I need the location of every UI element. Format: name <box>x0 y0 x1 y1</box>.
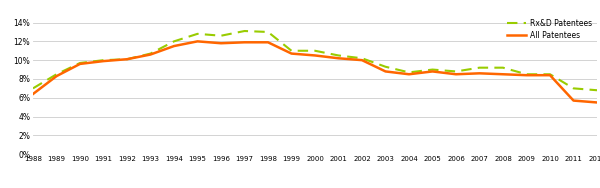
Line: Rx&D Patentees: Rx&D Patentees <box>33 31 597 90</box>
All Patentees <box>217 42 224 44</box>
Rx&D Patentees <box>382 66 389 68</box>
Rx&D Patentees <box>100 59 107 61</box>
All Patentees <box>593 101 600 104</box>
Rx&D Patentees <box>76 62 83 64</box>
Rx&D Patentees <box>311 50 319 52</box>
All Patentees <box>76 63 83 65</box>
All Patentees <box>406 73 413 75</box>
All Patentees <box>335 57 342 59</box>
Rx&D Patentees <box>194 33 201 35</box>
All Patentees <box>147 53 154 56</box>
Rx&D Patentees <box>452 70 460 73</box>
All Patentees <box>194 40 201 42</box>
Rx&D Patentees <box>124 58 131 60</box>
Rx&D Patentees <box>170 40 178 42</box>
All Patentees <box>452 73 460 75</box>
All Patentees <box>570 99 577 102</box>
Rx&D Patentees <box>593 89 600 91</box>
Rx&D Patentees <box>406 71 413 74</box>
Rx&D Patentees <box>265 31 272 33</box>
All Patentees <box>170 45 178 47</box>
All Patentees <box>265 41 272 43</box>
Rx&D Patentees <box>523 73 530 75</box>
Rx&D Patentees <box>288 50 295 52</box>
Legend: Rx&D Patentees, All Patentees: Rx&D Patentees, All Patentees <box>505 17 593 41</box>
All Patentees <box>382 70 389 73</box>
All Patentees <box>429 70 436 73</box>
All Patentees <box>124 58 131 60</box>
All Patentees <box>288 52 295 55</box>
Line: All Patentees: All Patentees <box>33 41 597 102</box>
Rx&D Patentees <box>335 54 342 57</box>
All Patentees <box>311 54 319 57</box>
Rx&D Patentees <box>358 57 365 59</box>
All Patentees <box>499 73 506 75</box>
All Patentees <box>358 59 365 61</box>
All Patentees <box>547 74 554 76</box>
Rx&D Patentees <box>570 87 577 89</box>
Rx&D Patentees <box>429 68 436 71</box>
Rx&D Patentees <box>29 87 37 89</box>
All Patentees <box>29 93 37 95</box>
Rx&D Patentees <box>547 73 554 75</box>
All Patentees <box>476 72 483 74</box>
All Patentees <box>523 74 530 76</box>
Rx&D Patentees <box>476 67 483 69</box>
All Patentees <box>53 75 60 77</box>
Rx&D Patentees <box>217 35 224 37</box>
All Patentees <box>241 41 248 43</box>
All Patentees <box>100 60 107 62</box>
Rx&D Patentees <box>499 67 506 69</box>
Rx&D Patentees <box>53 73 60 75</box>
Rx&D Patentees <box>241 30 248 32</box>
Rx&D Patentees <box>147 52 154 55</box>
